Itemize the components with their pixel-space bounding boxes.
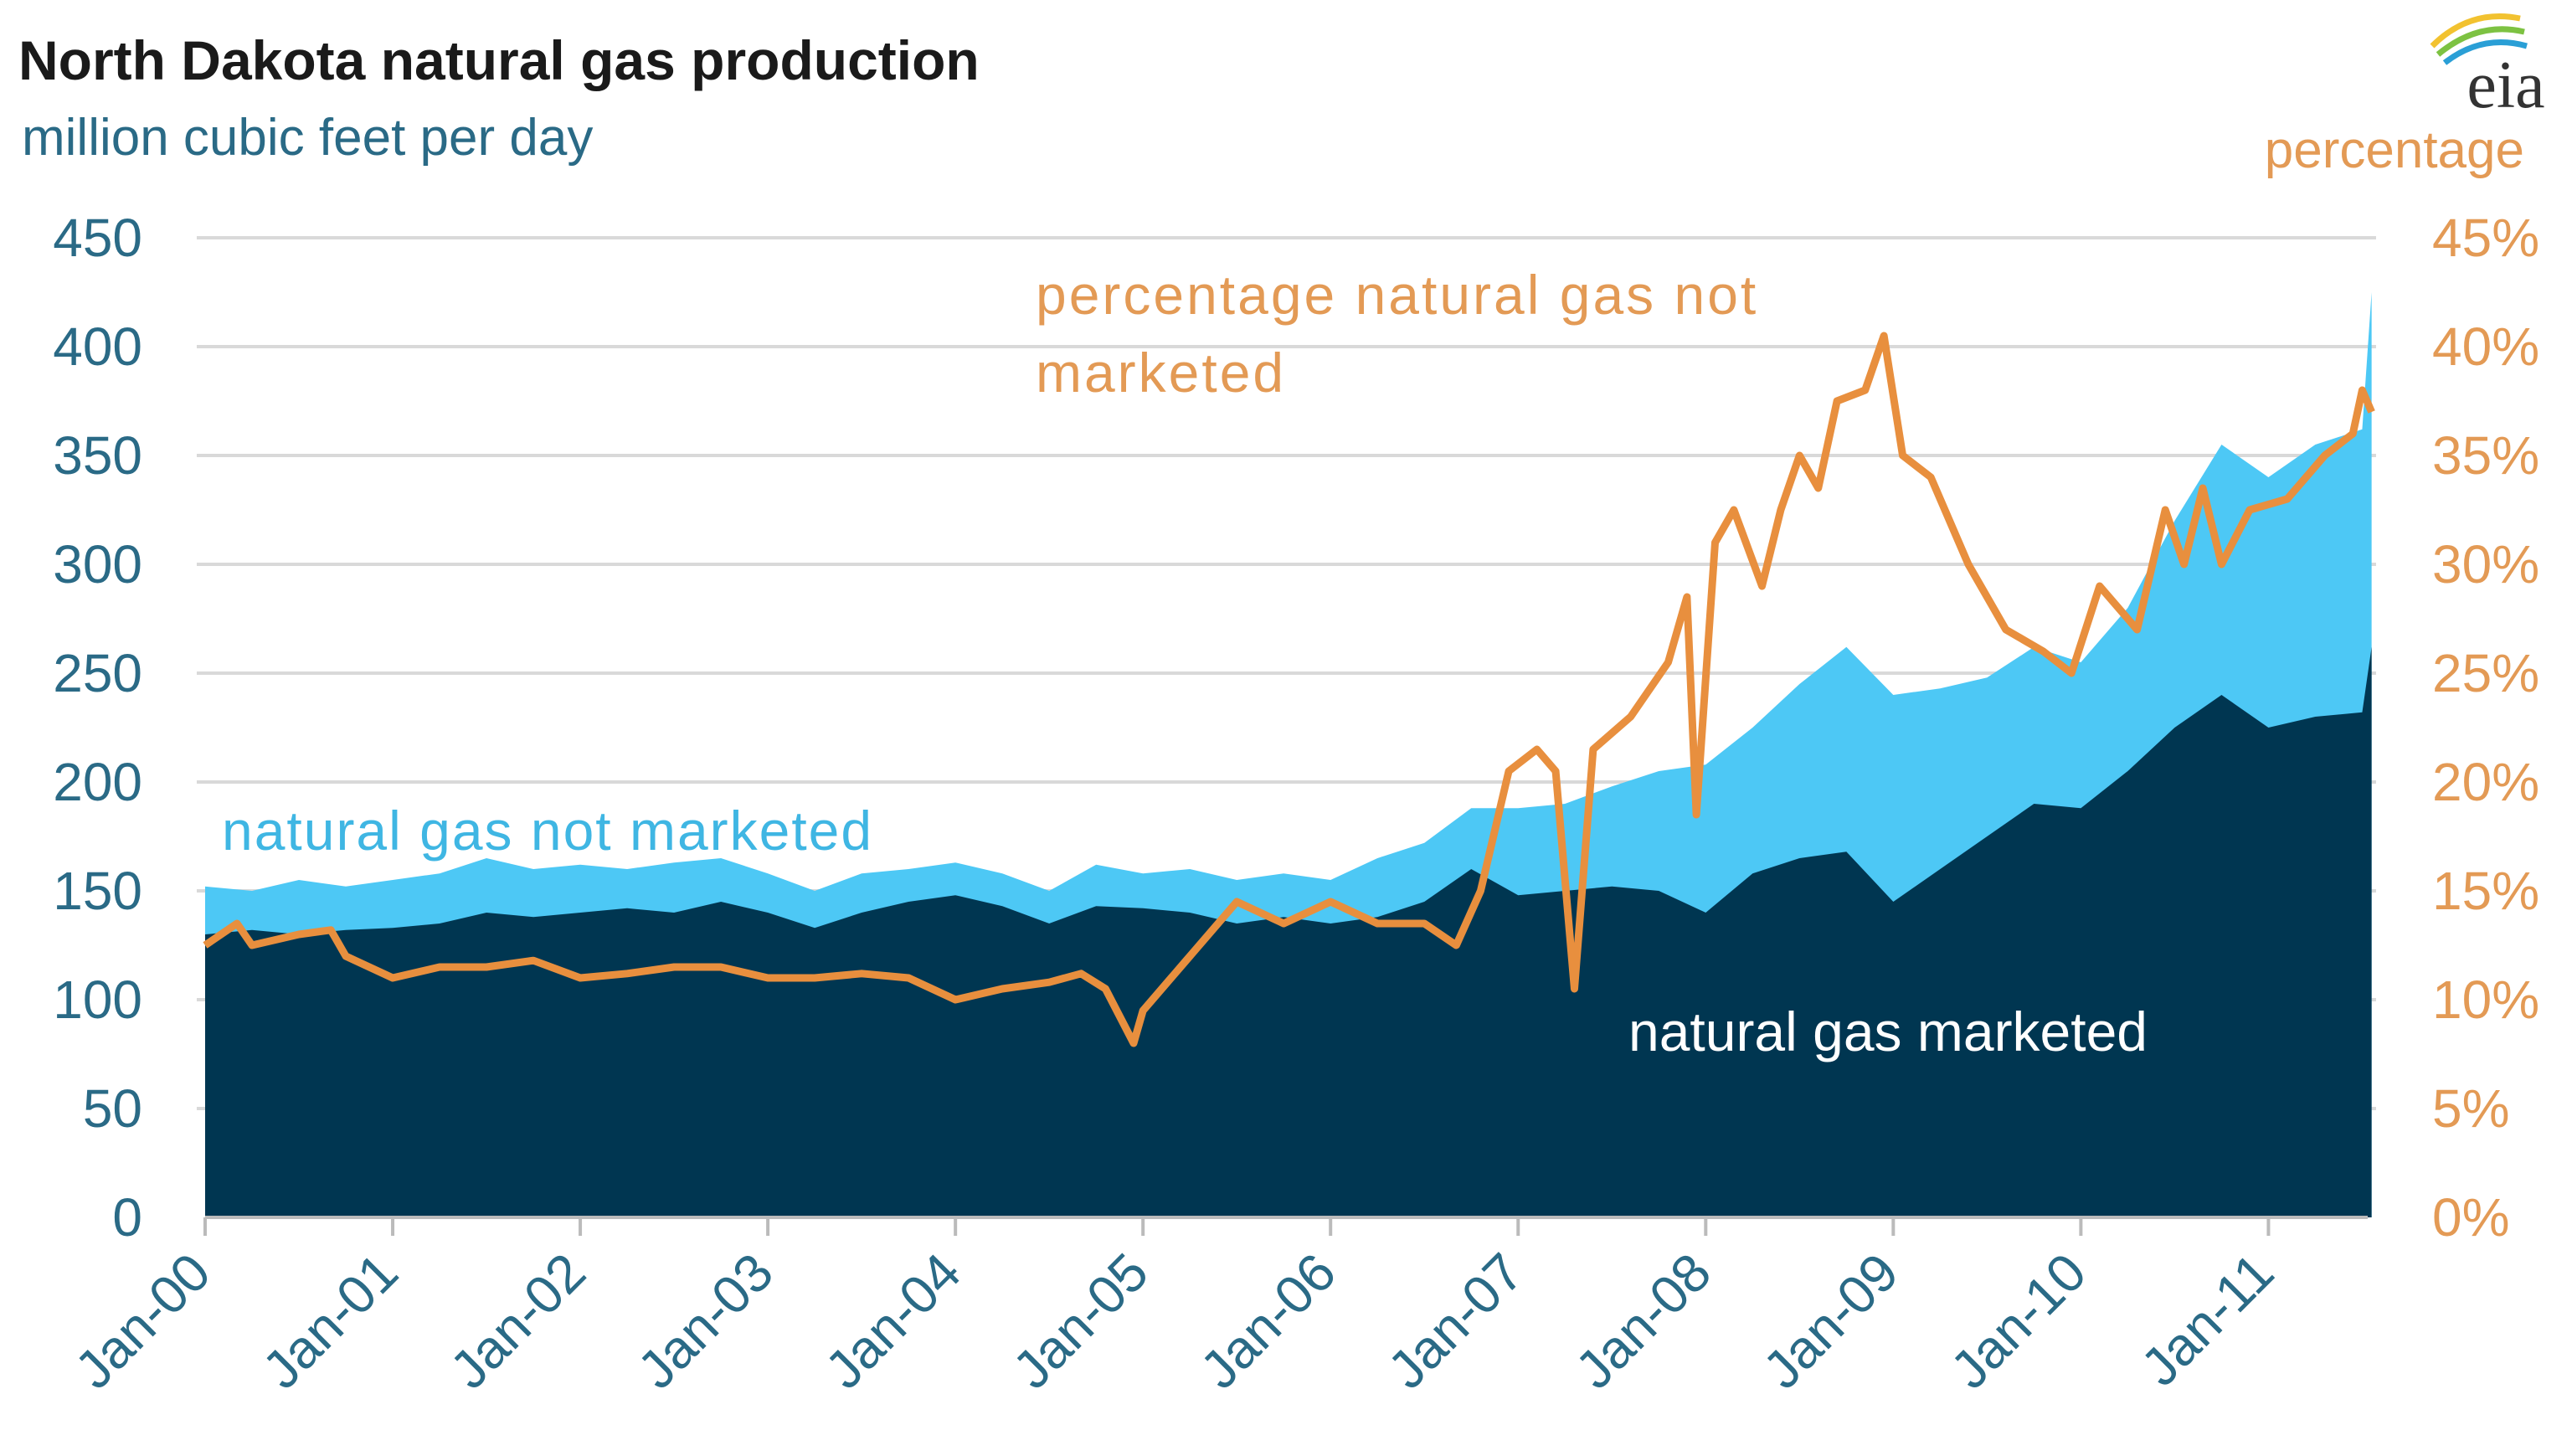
right-tick-label: 10% [2432,970,2539,1030]
x-tick-label: Jan-02 [439,1242,597,1400]
right-tick-label: 5% [2432,1078,2510,1139]
x-tick-label: Jan-04 [814,1242,972,1400]
x-tick-label: Jan-01 [251,1242,409,1400]
left-tick-label: 300 [53,534,142,594]
right-tick-label: 25% [2432,643,2539,703]
right-tick-label: 40% [2432,316,2539,377]
x-tick-label: Jan-03 [626,1242,784,1400]
right-axis-label: percentage [2265,121,2524,179]
right-tick-label: 20% [2432,752,2539,812]
left-tick-label: 50 [83,1078,142,1139]
right-tick-label: 45% [2432,208,2539,268]
x-tick-label: Jan-10 [1939,1242,2097,1400]
right-tick-label: 30% [2432,534,2539,594]
svg-text:eia: eia [2467,49,2544,122]
left-tick-label: 100 [53,970,142,1030]
x-tick-label: Jan-09 [1752,1242,1910,1400]
chart-title: North Dakota natural gas production [18,29,980,91]
right-tick-label: 35% [2432,425,2539,486]
right-tick-label: 0% [2432,1187,2510,1248]
x-tick-label: Jan-00 [64,1242,222,1400]
left-axis-label: million cubic feet per day [22,109,593,167]
x-tick-label: Jan-07 [1376,1242,1535,1400]
annotation-not-marketed: natural gas not marketed [222,800,873,862]
x-tick-label: Jan-11 [2129,1242,2285,1397]
left-tick-label: 400 [53,316,142,377]
x-tick-label: Jan-08 [1564,1242,1722,1400]
left-tick-label: 450 [53,208,142,268]
right-tick-label: 15% [2432,861,2539,921]
left-tick-label: 0 [112,1187,142,1248]
left-tick-label: 350 [53,425,142,486]
annotation-marketed: natural gas marketed [1628,1001,2148,1062]
left-tick-label: 200 [53,752,142,812]
eia-logo: eia [2430,13,2545,122]
x-tick-label: Jan-06 [1189,1242,1347,1400]
x-tick-label: Jan-05 [1001,1242,1160,1400]
left-tick-label: 250 [53,643,142,703]
annotation-percentage-2: marketed [1036,342,1286,404]
left-tick-label: 150 [53,861,142,921]
area-marketed [205,646,2372,1217]
percentage-line [203,332,2375,1047]
annotation-percentage-1: percentage natural gas not [1036,264,1758,326]
